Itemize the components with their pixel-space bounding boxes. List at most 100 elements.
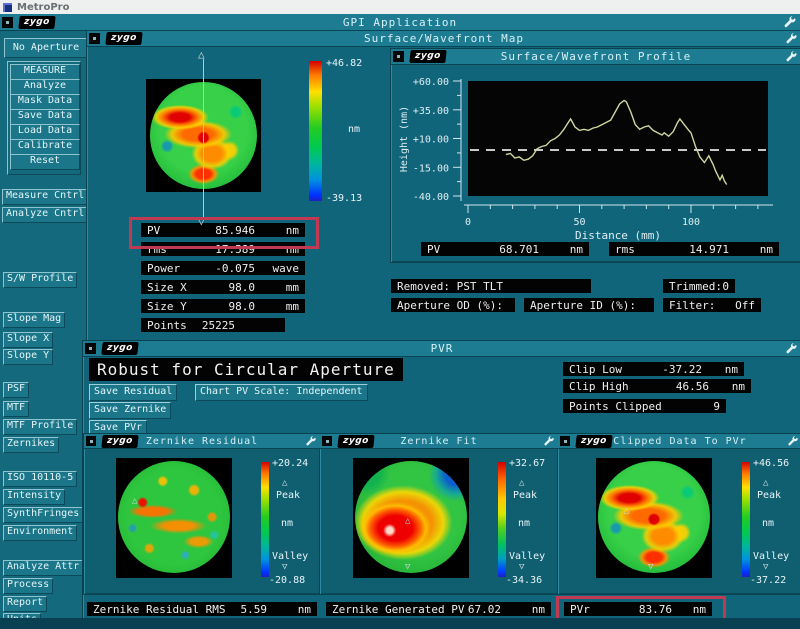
window-menu-button[interactable]	[85, 343, 96, 354]
xtick-50: 50	[573, 217, 585, 228]
sidebar-item-analyze-cntrl[interactable]: Analyze Cntrl	[2, 207, 89, 223]
wrench-icon[interactable]	[305, 435, 317, 447]
pvr-value-box: PVr 83.76 nm	[564, 602, 712, 616]
zernike-fit-titlebar: zygo Zernike Fit	[320, 434, 558, 449]
stat-size-x: Size X 98.0 mm	[141, 280, 305, 294]
sidebar-item-zernikes[interactable]: Zernikes	[3, 437, 60, 453]
pvr-heading: Robust for Circular Aperture	[89, 358, 403, 381]
wrench-icon[interactable]	[785, 32, 798, 45]
chart-pv-scale-button[interactable]: Chart PV Scale: Independent	[195, 384, 368, 401]
valley-label: Valley	[509, 551, 546, 562]
sidebar-item-sw-profile[interactable]: S/W Profile	[3, 272, 78, 288]
phase-map-frame: △ ▽	[353, 458, 469, 578]
sidebar-item-mtf-profile[interactable]: MTF Profile	[3, 419, 78, 435]
sidebar-item-iso-10110-5[interactable]: ISO 10110-5	[3, 471, 78, 487]
sidebar-item-calibrate[interactable]: Calibrate	[10, 139, 80, 155]
clip-high-box: Clip High 46.56 nm	[563, 379, 751, 393]
phase-map-frame: △	[116, 458, 232, 578]
sidebar-item-report[interactable]: Report	[3, 596, 48, 612]
clipped-data-map	[598, 461, 710, 573]
window-menu-button[interactable]	[89, 33, 100, 44]
window-menu-button[interactable]	[393, 51, 404, 62]
sidebar-item-environment[interactable]: Environment	[3, 525, 78, 541]
stat-size-y: Size Y 98.0 mm	[141, 299, 305, 313]
app-title: GPI Application	[342, 15, 458, 29]
zernike-residual-titlebar: zygo Zernike Residual	[84, 434, 320, 449]
pvr-window: zygo PVR Robust for Circular Aperture Sa…	[82, 340, 800, 629]
sidebar-item-synthfringes[interactable]: SynthFringes	[3, 507, 84, 523]
wrench-icon[interactable]	[787, 435, 799, 447]
zygo-logo: zygo	[575, 434, 613, 448]
filter-box[interactable]: Filter: Off	[663, 298, 761, 312]
window-menu-button[interactable]	[2, 16, 13, 28]
profile-rms-box: rms 14.971 nm	[609, 242, 779, 256]
ytick-m40: -40.00	[413, 192, 449, 203]
save-zernike-button[interactable]: Save Zernike	[89, 402, 172, 419]
ytick-35: +35.00	[413, 106, 449, 117]
sidebar-item-analyze[interactable]: Analyze	[10, 79, 80, 95]
stat-power: Power -0.075 wave	[141, 261, 305, 275]
gpi-application-window: zygo GPI Application No Aperture MEASURE…	[0, 14, 800, 629]
zernike-fit-window: zygo Zernike Fit △ ▽ +32.67 △ Peak nm Va…	[319, 433, 559, 595]
zygo-logo: zygo	[105, 32, 143, 45]
aperture-od-field[interactable]: Aperture OD (%):	[391, 298, 515, 312]
peak-label: Peak	[513, 490, 538, 501]
zernike-residual-rms-box: Zernike Residual RMS 5.59 nm	[87, 602, 317, 616]
colorbar-min: -20.88	[269, 575, 306, 586]
sidebar: No Aperture MEASURE Analyze Mask Data Sa…	[0, 30, 89, 629]
wrench-icon[interactable]	[543, 435, 555, 447]
app-titlebar: zygo GPI Application	[0, 14, 800, 31]
stat-pv: PV 85.946 nm	[141, 223, 305, 237]
window-menu-button[interactable]	[560, 436, 570, 446]
os-window-title: MetroPro	[17, 1, 70, 13]
sidebar-item-measure[interactable]: MEASURE	[10, 64, 80, 80]
sidebar-item-load-data[interactable]: Load Data	[10, 124, 80, 140]
os-title-bar[interactable]: MetroPro	[0, 0, 800, 15]
profile-xlabel: Distance (mm)	[575, 229, 661, 241]
aperture-id-field[interactable]: Aperture ID (%):	[524, 298, 654, 312]
bottom-strip	[0, 618, 800, 629]
wrench-icon[interactable]	[783, 15, 797, 29]
sidebar-item-analyze-attr[interactable]: Analyze Attr	[3, 560, 84, 576]
wrench-icon[interactable]	[785, 342, 798, 355]
sidebar-item-psf[interactable]: PSF	[3, 382, 30, 398]
pv-highlight-box	[129, 217, 319, 249]
peak-label: Peak	[757, 490, 782, 501]
zernike-residual-window: zygo Zernike Residual △ +20.24 △ Peak nm…	[83, 433, 321, 595]
zygo-logo: zygo	[409, 50, 447, 63]
sidebar-item-measure-cntrl[interactable]: Measure Cntrl	[2, 189, 89, 205]
colorbar-max: +32.67	[509, 458, 546, 469]
window-menu-button[interactable]	[86, 436, 96, 446]
sidebar-item-no-aperture[interactable]: No Aperture	[4, 38, 88, 58]
xtick-100: 100	[682, 217, 700, 228]
colorbar-min: -37.22	[750, 575, 787, 586]
sidebar-item-mtf[interactable]: MTF	[3, 401, 30, 417]
sidebar-item-slope-y[interactable]: Slope Y	[3, 349, 54, 365]
colorbar	[498, 462, 506, 577]
sidebar-item-reset[interactable]: Reset	[10, 154, 80, 170]
sidebar-item-save-data[interactable]: Save Data	[10, 109, 80, 125]
sidebar-item-slope-mag[interactable]: Slope Mag	[3, 312, 66, 328]
save-residual-button[interactable]: Save Residual	[89, 384, 178, 401]
zernike-generated-pv-box: Zernike Generated PV 67.02 nm	[326, 602, 551, 616]
zygo-logo: zygo	[18, 15, 56, 29]
map-colorbar-unit: nm	[348, 124, 361, 135]
wrench-icon[interactable]	[785, 50, 798, 63]
clip-low-box: Clip Low -37.22 nm	[563, 362, 744, 376]
colorbar	[742, 462, 750, 577]
profile-pv-box: PV 68.701 nm	[421, 242, 589, 256]
map-window-title: Surface/Wavefront Map	[363, 32, 525, 45]
sidebar-item-process[interactable]: Process	[3, 578, 54, 594]
valley-label: Valley	[753, 551, 790, 562]
window-menu-button[interactable]	[322, 436, 332, 446]
sidebar-item-mask-data[interactable]: Mask Data	[10, 94, 80, 110]
removed-terms-box[interactable]: Removed: PST TLT	[391, 279, 591, 293]
sidebar-item-intensity[interactable]: Intensity	[3, 489, 66, 505]
zygo-logo: zygo	[101, 434, 139, 448]
colorbar	[261, 462, 269, 577]
surface-wavefront-profile-window: zygo Surface/Wavefront Profile +60.00 +3…	[390, 48, 800, 263]
colorbar-max: +46.56	[753, 458, 790, 469]
stat-rms: rms 17.589 nm	[141, 242, 305, 256]
zygo-logo: zygo	[101, 342, 139, 355]
sidebar-item-slope-x[interactable]: Slope X	[3, 332, 54, 348]
